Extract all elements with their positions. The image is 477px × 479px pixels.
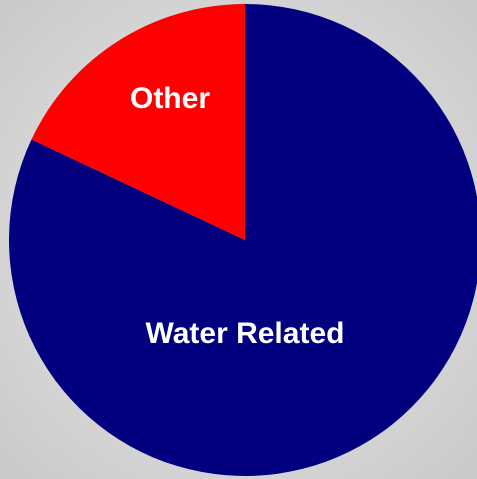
pie-slice xyxy=(9,4,477,476)
slice-label: Other xyxy=(130,82,210,115)
pie-slice xyxy=(31,4,245,240)
slice-label: Water Related xyxy=(146,317,345,350)
